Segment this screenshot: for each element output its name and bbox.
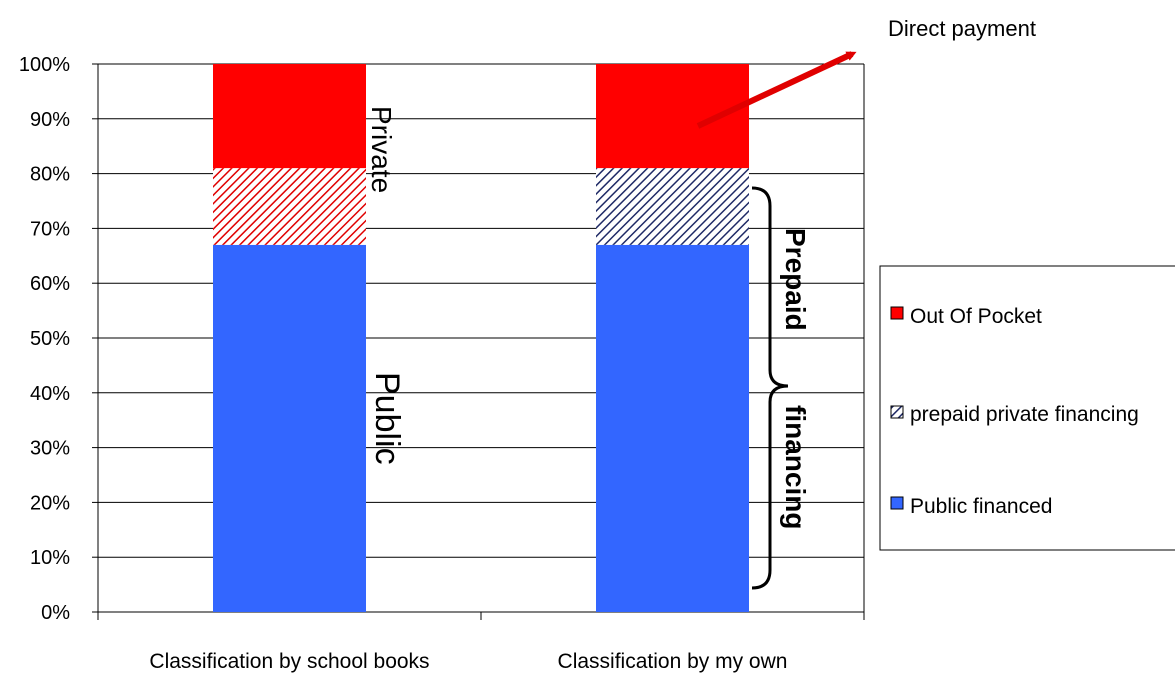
- private-annotation: Private: [366, 106, 397, 193]
- x-category-label: Classification by school books: [149, 650, 429, 673]
- y-tick-label: 100%: [19, 54, 70, 76]
- legend-swatch-prepaid: [890, 405, 904, 419]
- bar-segment-prepaid-private-financing: [596, 168, 749, 245]
- y-tick-label: 80%: [30, 164, 70, 186]
- gridlines: [98, 63, 865, 612]
- financing-annotation: financing: [780, 405, 811, 529]
- legend-swatch-public: [890, 496, 904, 510]
- direct-payment-label: Direct payment: [888, 16, 1036, 41]
- legend-label-out-of-pocket: Out Of Pocket: [910, 305, 1042, 328]
- y-tick-label: 0%: [41, 602, 70, 624]
- public-annotation: Public: [368, 372, 406, 465]
- legend: Out Of Pocket prepaid private financing …: [879, 265, 1175, 551]
- y-tick-label: 30%: [30, 438, 70, 460]
- y-tick-label: 70%: [30, 218, 70, 240]
- bar-segment-prepaid-private-financing: [213, 168, 366, 245]
- axes: 0% 10% 20% 30% 40% 50% 60% 70% 80% 90% 100% Classif…: [19, 54, 865, 673]
- bar-segment-public-financed: [596, 244, 749, 612]
- prepaid-brace: [751, 186, 789, 590]
- y-tick-label: 50%: [30, 328, 70, 350]
- bar-segment-out-of-pocket: [213, 64, 366, 169]
- legend-swatch-out-of-pocket: [890, 306, 904, 320]
- prepaid-annotation: Prepaid: [780, 228, 811, 331]
- legend-label-public: Public financed: [910, 495, 1052, 518]
- y-tick-label: 10%: [30, 547, 70, 569]
- bars: [213, 64, 749, 612]
- y-tick-label: 60%: [30, 273, 70, 295]
- y-tick-label: 40%: [30, 383, 70, 405]
- legend-label-prepaid: prepaid private financing: [910, 403, 1139, 426]
- y-tick-label: 20%: [30, 492, 70, 514]
- x-category-label: Classification by my own: [558, 650, 788, 673]
- bar-segment-public-financed: [213, 244, 366, 612]
- y-tick-label: 90%: [30, 109, 70, 131]
- direct-payment-arrow: [696, 51, 857, 129]
